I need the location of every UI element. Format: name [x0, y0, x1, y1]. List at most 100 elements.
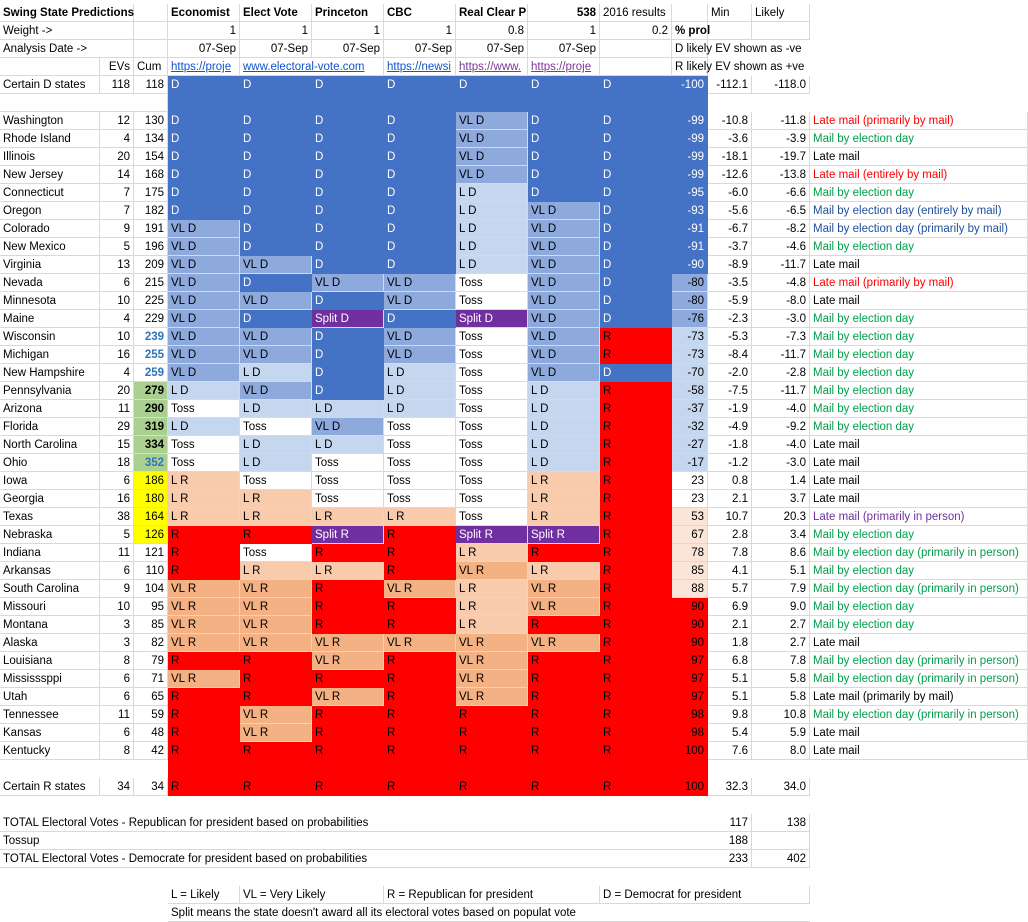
empty-cell[interactable]	[0, 58, 100, 76]
state-evs[interactable]: 15	[100, 436, 134, 454]
state-min[interactable]: 5.1	[708, 688, 752, 706]
state-call[interactable]: R	[312, 724, 384, 742]
certain-d-label[interactable]: Certain D states	[0, 76, 100, 94]
pollster-2016[interactable]: 2016 results	[600, 4, 672, 22]
state-call[interactable]: VL R	[312, 688, 384, 706]
certain-d-evs[interactable]: 118	[100, 76, 134, 94]
state-call[interactable]: R	[240, 526, 312, 544]
state-call[interactable]: D	[528, 184, 600, 202]
state-call[interactable]: L R	[528, 508, 600, 526]
state-call[interactable]: R	[528, 724, 600, 742]
state-cum[interactable]: 175	[134, 184, 168, 202]
state-call[interactable]: Toss	[456, 418, 528, 436]
pct-prob-header[interactable]: % prol	[672, 22, 710, 40]
state-likely[interactable]: 8.0	[752, 742, 810, 760]
state-call[interactable]: R	[600, 616, 672, 634]
state-call[interactable]: L D	[456, 256, 528, 274]
state-call[interactable]: L R	[312, 508, 384, 526]
state-evs[interactable]: 13	[100, 256, 134, 274]
state-pct[interactable]: -27	[672, 436, 708, 454]
state-call[interactable]: Split R	[456, 526, 528, 544]
state-call[interactable]: L R	[240, 490, 312, 508]
state-cum[interactable]: 239	[134, 328, 168, 346]
state-call[interactable]: R	[600, 436, 672, 454]
state-mail-note[interactable]: Late mail	[810, 634, 1028, 652]
state-cum[interactable]: 104	[134, 580, 168, 598]
state-pct[interactable]: 67	[672, 526, 708, 544]
state-mail-note[interactable]: Mail by election day (primarily in perso…	[810, 706, 1028, 724]
state-call[interactable]: R	[600, 328, 672, 346]
state-name[interactable]: Connecticut	[0, 184, 100, 202]
state-call[interactable]: VL R	[240, 706, 312, 724]
state-mail-note[interactable]: Mail by election day	[810, 328, 1028, 346]
state-call[interactable]: L D	[168, 418, 240, 436]
state-evs[interactable]: 6	[100, 670, 134, 688]
state-mail-note[interactable]: Mail by election day	[810, 346, 1028, 364]
state-min[interactable]: -6.7	[708, 220, 752, 238]
state-call[interactable]: Toss	[312, 472, 384, 490]
state-pct[interactable]: 23	[672, 472, 708, 490]
state-call[interactable]: R	[384, 526, 456, 544]
certain-r-call[interactable]: R	[456, 778, 528, 796]
state-likely[interactable]: 7.8	[752, 652, 810, 670]
state-call[interactable]: Toss	[456, 400, 528, 418]
state-call[interactable]: L D	[240, 400, 312, 418]
state-call[interactable]: D	[312, 220, 384, 238]
state-call[interactable]: D	[312, 364, 384, 382]
state-call[interactable]: R	[312, 742, 384, 760]
state-call[interactable]: VL D	[240, 256, 312, 274]
state-min[interactable]: 5.7	[708, 580, 752, 598]
state-call[interactable]: L R	[528, 490, 600, 508]
state-call[interactable]: D	[240, 274, 312, 292]
state-call[interactable]: L R	[456, 616, 528, 634]
state-call[interactable]: L D	[528, 454, 600, 472]
state-pct[interactable]: -58	[672, 382, 708, 400]
state-min[interactable]: -5.9	[708, 292, 752, 310]
state-mail-note[interactable]: Mail by election day	[810, 238, 1028, 256]
legend-democrat[interactable]: D = Democrat for president	[600, 886, 810, 904]
weight-elect-vote[interactable]: 1	[240, 22, 312, 40]
state-call[interactable]: VL R	[240, 724, 312, 742]
state-name[interactable]: Iowa	[0, 472, 100, 490]
state-call[interactable]: VL D	[168, 310, 240, 328]
state-pct[interactable]: -37	[672, 400, 708, 418]
state-call[interactable]: D	[168, 112, 240, 130]
state-call[interactable]: L R	[168, 472, 240, 490]
link-538[interactable]: https://proje	[528, 58, 600, 76]
state-call[interactable]: VL D	[528, 364, 600, 382]
state-likely[interactable]: -3.0	[752, 310, 810, 328]
state-name[interactable]: New Jersey	[0, 166, 100, 184]
state-call[interactable]: Toss	[456, 292, 528, 310]
certain-r-cum[interactable]: 34	[134, 778, 168, 796]
state-call[interactable]: R	[168, 544, 240, 562]
state-call[interactable]: R	[600, 652, 672, 670]
state-call[interactable]: R	[456, 742, 528, 760]
state-min[interactable]: -5.3	[708, 328, 752, 346]
state-mail-note[interactable]: Late mail	[810, 490, 1028, 508]
state-pct[interactable]: -99	[672, 130, 708, 148]
state-mail-note[interactable]: Late mail (primarily by mail)	[810, 688, 1028, 706]
state-min[interactable]: 2.1	[708, 490, 752, 508]
weight-princeton[interactable]: 1	[312, 22, 384, 40]
state-call[interactable]: Split D	[456, 310, 528, 328]
state-call[interactable]: VL D	[528, 310, 600, 328]
state-pct[interactable]: -80	[672, 274, 708, 292]
state-likely[interactable]: -4.0	[752, 436, 810, 454]
state-call[interactable]: VL D	[168, 220, 240, 238]
state-mail-note[interactable]: Late mail (primarily in person)	[810, 508, 1028, 526]
state-pct[interactable]: -73	[672, 328, 708, 346]
state-call[interactable]: L D	[528, 436, 600, 454]
state-call[interactable]: D	[600, 238, 672, 256]
state-cum[interactable]: 255	[134, 346, 168, 364]
state-name[interactable]: Utah	[0, 688, 100, 706]
state-min[interactable]: -3.6	[708, 130, 752, 148]
state-call[interactable]: R	[600, 688, 672, 706]
state-name[interactable]: Ohio	[0, 454, 100, 472]
state-call[interactable]: R	[456, 724, 528, 742]
state-mail-note[interactable]: Late mail (primarily by mail)	[810, 274, 1028, 292]
date-538[interactable]: 07-Sep	[528, 40, 600, 58]
state-cum[interactable]: 85	[134, 616, 168, 634]
empty-cell[interactable]	[134, 22, 168, 40]
state-call[interactable]: R	[312, 670, 384, 688]
state-call[interactable]: R	[528, 706, 600, 724]
